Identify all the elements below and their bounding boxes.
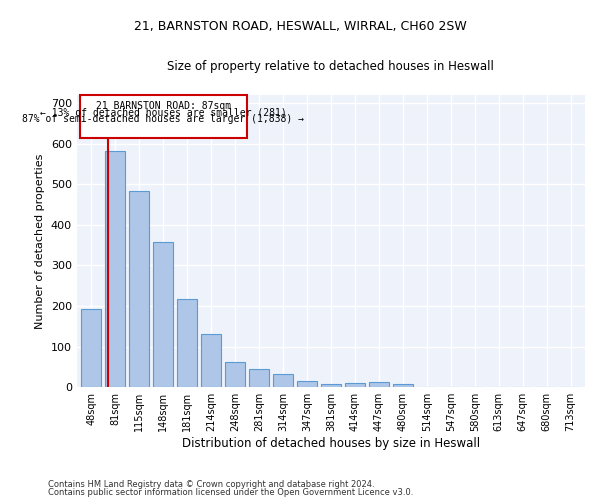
- Bar: [273, 374, 293, 387]
- Bar: [225, 362, 245, 387]
- Bar: [392, 384, 413, 387]
- X-axis label: Distribution of detached houses by size in Heswall: Distribution of detached houses by size …: [182, 437, 480, 450]
- Text: 21, BARNSTON ROAD, HESWALL, WIRRAL, CH60 2SW: 21, BARNSTON ROAD, HESWALL, WIRRAL, CH60…: [134, 20, 466, 33]
- Text: ← 13% of detached houses are smaller (281): ← 13% of detached houses are smaller (28…: [40, 107, 287, 117]
- Y-axis label: Number of detached properties: Number of detached properties: [35, 154, 45, 329]
- Bar: [81, 309, 101, 387]
- Bar: [153, 242, 173, 387]
- Text: Contains HM Land Registry data © Crown copyright and database right 2024.: Contains HM Land Registry data © Crown c…: [48, 480, 374, 489]
- Bar: [297, 381, 317, 387]
- Text: 21 BARNSTON ROAD: 87sqm: 21 BARNSTON ROAD: 87sqm: [96, 100, 231, 110]
- Bar: [344, 383, 365, 387]
- Text: 87% of semi-detached houses are larger (1,838) →: 87% of semi-detached houses are larger (…: [22, 114, 304, 124]
- Bar: [177, 299, 197, 387]
- Text: Contains public sector information licensed under the Open Government Licence v3: Contains public sector information licen…: [48, 488, 413, 497]
- Title: Size of property relative to detached houses in Heswall: Size of property relative to detached ho…: [167, 60, 494, 73]
- Bar: [105, 150, 125, 387]
- Bar: [321, 384, 341, 387]
- Bar: [368, 382, 389, 387]
- FancyBboxPatch shape: [80, 95, 247, 138]
- Bar: [201, 334, 221, 387]
- Bar: [249, 370, 269, 387]
- Bar: [129, 191, 149, 387]
